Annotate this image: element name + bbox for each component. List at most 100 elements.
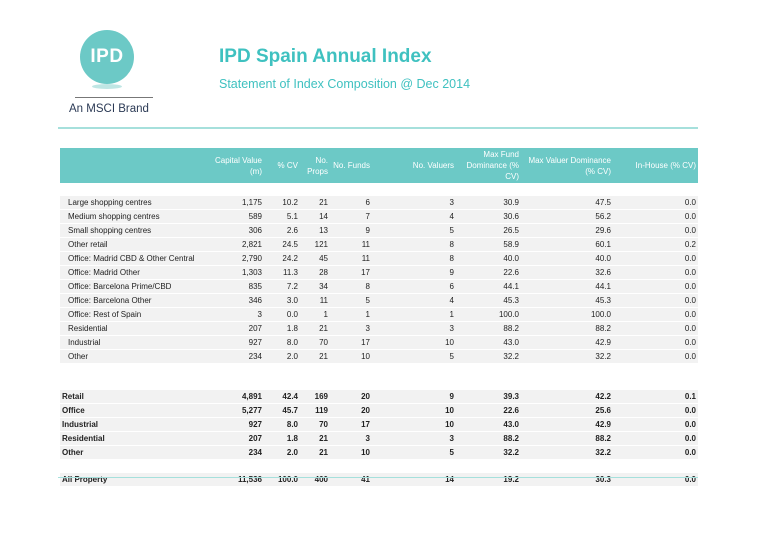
cell-value: 88.2 [521,432,613,446]
cell-value: 14 [300,210,330,224]
cell-value: 2,821 [210,238,264,252]
table-row: Other retail 2,821 24.5 121 11 8 58.9 60.1 0.2 [60,238,698,252]
cell-value: 3.0 [264,294,300,308]
cell-value: 21 [300,196,330,210]
cell-value: 0.0 [613,210,698,224]
cell-value: 10 [330,446,372,460]
cell-value: 100.0 [264,473,300,487]
summary-row: Industrial 927 8.0 70 17 10 43.0 42.9 0.0 [60,418,698,432]
column-header: No. Props [300,148,330,183]
cell-value: 100.0 [521,308,613,322]
cell-value: 21 [300,446,330,460]
cell-value: 3 [330,322,372,336]
cell-value: 41 [330,473,372,487]
cell-value: 11.3 [264,266,300,280]
table-row: Medium shopping centres 589 5.1 14 7 4 30.6 56.… [60,210,698,224]
cell-value: 1 [372,308,456,322]
cell-value: 8.0 [264,418,300,432]
cell-value: 44.1 [521,280,613,294]
cell-value: 7 [330,210,372,224]
cell-value: 24.5 [264,238,300,252]
summary-row: Residential 207 1.8 21 3 3 88.2 88.2 0.0 [60,432,698,446]
cell-value: 1,175 [210,196,264,210]
cell-value: 17 [330,336,372,350]
cell-value: 306 [210,224,264,238]
row-label: Residential [60,322,210,336]
cell-value: 47.5 [521,196,613,210]
row-label: Industrial [60,336,210,350]
cell-value: 0.2 [613,238,698,252]
cell-value: 11 [330,252,372,266]
cell-value: 0.0 [613,280,698,294]
cell-value: 8 [372,238,456,252]
cell-value: 70 [300,418,330,432]
cell-value: 45 [300,252,330,266]
cell-value: 0.0 [613,308,698,322]
cell-value: 30.9 [456,196,521,210]
table-row: Other 234 2.0 21 10 5 32.2 32.2 0.0 [60,350,698,364]
cell-value: 400 [300,473,330,487]
cell-value: 40.0 [521,252,613,266]
cell-value: 10 [372,404,456,418]
cell-value: 5,277 [210,404,264,418]
cell-value: 121 [300,238,330,252]
cell-value: 3 [372,196,456,210]
cell-value: 1 [330,308,372,322]
cell-value: 5.1 [264,210,300,224]
cell-value: 3 [372,432,456,446]
cell-value: 5 [372,224,456,238]
cell-value: 3 [372,322,456,336]
ipd-logo: IPD [80,30,134,84]
column-header: No. Funds [330,148,372,183]
cell-value: 45.7 [264,404,300,418]
cell-value: 56.2 [521,210,613,224]
table-row: Office: Madrid Other 1,303 11.3 28 17 9 22.6 32… [60,266,698,280]
spacer-row [60,460,698,473]
spacer-row [60,364,698,377]
bottom-divider [58,477,698,478]
row-label: Office: Barcelona Prime/CBD [60,280,210,294]
cell-value: 22.6 [456,404,521,418]
row-label: Other [60,446,210,460]
cell-value: 45.3 [456,294,521,308]
row-label: All Property [60,473,210,487]
cell-value: 835 [210,280,264,294]
cell-value: 10.2 [264,196,300,210]
table-row: Office: Rest of Spain 3 0.0 1 1 1 100.0 100.0 0.… [60,308,698,322]
cell-value: 34 [300,280,330,294]
column-header: Max Fund Dominance (% CV) [456,148,521,183]
cell-value: 20 [330,404,372,418]
cell-value: 28 [300,266,330,280]
row-label: Industrial [60,418,210,432]
cell-value: 0.0 [613,294,698,308]
cell-value: 44.1 [456,280,521,294]
table-header: Capital Value (m)% CV No. Props No. Funds N… [60,148,698,183]
summary-row: Retail 4,891 42.4 169 20 9 39.3 42.2 0.1 [60,390,698,404]
cell-value: 5 [372,446,456,460]
cell-value: 0.0 [613,224,698,238]
row-label: Small shopping centres [60,224,210,238]
cell-value: 8 [372,252,456,266]
table-row: Office: Barcelona Other 346 3.0 11 5 4 45.3 45.… [60,294,698,308]
cell-value: 24.2 [264,252,300,266]
cell-value: 100.0 [456,308,521,322]
row-label: Office [60,404,210,418]
cell-value: 3 [330,432,372,446]
cell-value: 42.2 [521,390,613,404]
cell-value: 5 [372,350,456,364]
cell-value: 0.0 [613,266,698,280]
summary-row: Office 5,277 45.7 119 20 10 22.6 25.6 0.0 [60,404,698,418]
table-row: Large shopping centres 1,175 10.2 21 6 3 30.9 4… [60,196,698,210]
cell-value: 32.2 [456,446,521,460]
column-header: In-House (% CV) [613,148,698,183]
row-label: Office: Madrid Other [60,266,210,280]
cell-value: 0.0 [613,336,698,350]
cell-value: 3 [210,308,264,322]
logo-divider [75,97,153,98]
cell-value: 21 [300,350,330,364]
cell-value: 0.1 [613,390,698,404]
column-header [60,148,210,183]
cell-value: 589 [210,210,264,224]
summary-row: Other 234 2.0 21 10 5 32.2 32.2 0.0 [60,446,698,460]
cell-value: 5 [330,294,372,308]
